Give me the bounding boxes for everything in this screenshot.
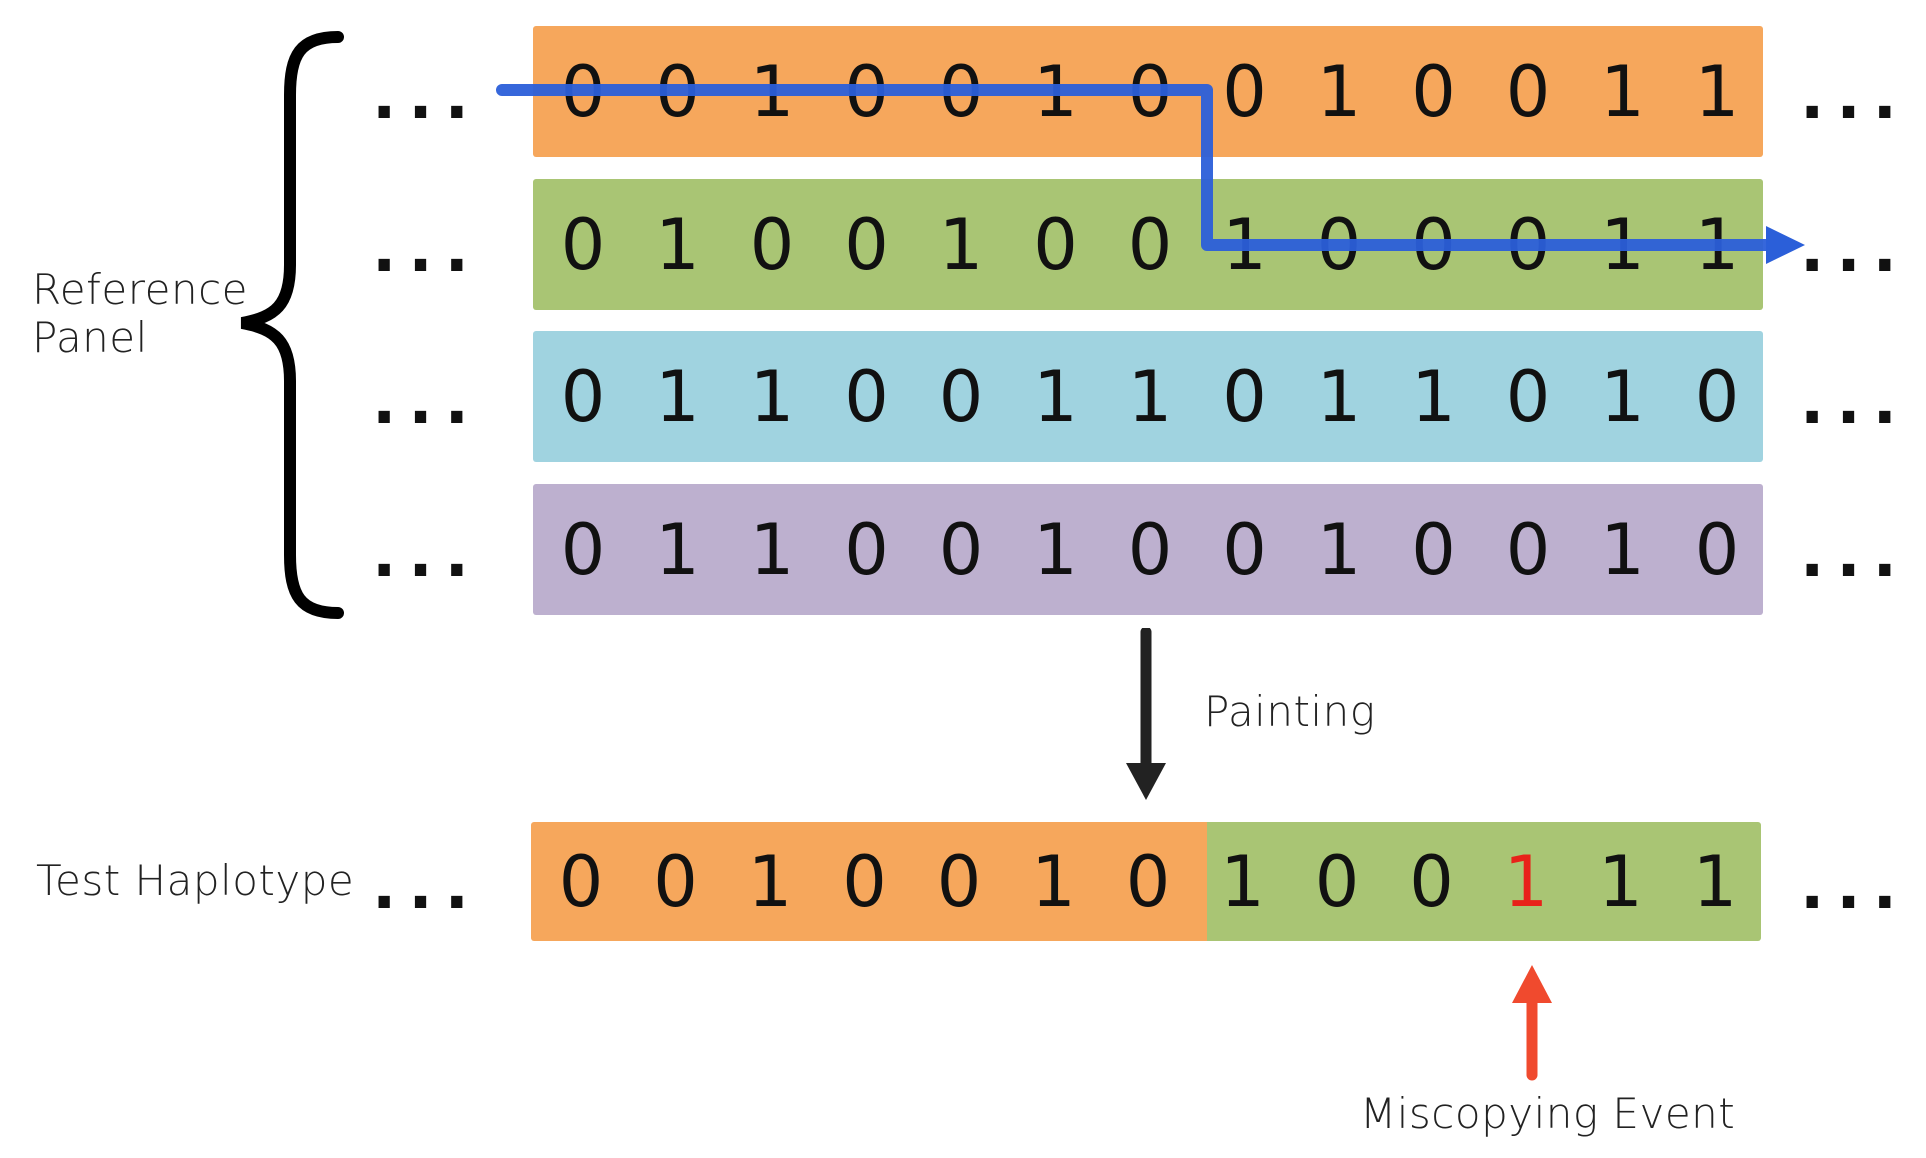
test-bit: 1 <box>747 840 793 923</box>
reference-row-3-bit: 0 <box>1694 355 1740 438</box>
reference-row-4-bit: 0 <box>1222 508 1267 591</box>
test-segment-green <box>1207 822 1761 941</box>
painting-arrow <box>1126 628 1166 800</box>
test-haplotype-bits: 0 0 1 0 0 1 0 1 0 0 1 1 1 <box>531 822 1761 941</box>
reference-row-4-bit: 0 <box>844 508 889 591</box>
reference-row-2-bit: 0 <box>560 203 606 286</box>
reference-row-2-bit: 0 <box>1033 203 1078 286</box>
test-haplotype-label: Test Haplotype <box>36 856 355 905</box>
reference-row-4-bit: 0 <box>560 508 606 591</box>
reference-panel-label-line2: Panel <box>32 313 148 363</box>
reference-row-3-bit: 0 <box>1505 355 1551 438</box>
reference-row-1-left-ellipsis: ... <box>372 60 481 134</box>
test-bit: 0 <box>1125 840 1171 923</box>
test-bit: 1 <box>1598 840 1643 923</box>
reference-row-1-bit: 0 <box>1222 50 1267 133</box>
painting-label: Painting <box>1204 687 1376 736</box>
reference-row-3-bit: 0 <box>938 355 984 438</box>
reference-row-2-bit: 0 <box>844 203 889 286</box>
test-bit: 0 <box>936 840 982 923</box>
copy-path-arrowhead <box>1766 226 1805 264</box>
reference-row-3-left-ellipsis: ... <box>372 365 481 439</box>
test-row-right-ellipsis: ... <box>1800 850 1909 924</box>
reference-row-4-bits: 0 1 1 0 0 1 0 0 1 0 0 1 0 <box>533 484 1763 615</box>
reference-row-3-bit: 1 <box>749 355 795 438</box>
reference-row-4-bit: 0 <box>1411 508 1456 591</box>
reference-row-1-bit: 0 <box>1411 50 1456 133</box>
reference-row-2-left-ellipsis: ... <box>372 213 481 287</box>
test-row-left-ellipsis: ... <box>372 850 481 924</box>
test-bit: 0 <box>653 840 698 923</box>
reference-row-3-bits: 0 1 1 0 0 1 1 0 1 1 0 1 0 <box>533 331 1763 462</box>
reference-row-3-bit: 0 <box>844 355 889 438</box>
reference-row-4-right-ellipsis: ... <box>1800 518 1909 592</box>
reference-row-3-bit: 1 <box>1033 355 1078 438</box>
reference-row-3-bit: 1 <box>1600 355 1645 438</box>
test-bit: 0 <box>842 840 887 923</box>
test-bit: 1 <box>1220 840 1265 923</box>
test-bit: 0 <box>1409 840 1454 923</box>
reference-row-4-bit: 1 <box>1600 508 1645 591</box>
reference-row-1-bit: 1 <box>1600 50 1645 133</box>
reference-panel-label-line1: Reference <box>32 265 248 314</box>
reference-row-4-bar <box>533 484 1763 615</box>
reference-row-1-right-ellipsis: ... <box>1800 60 1909 134</box>
reference-row-3-bit: 1 <box>1411 355 1456 438</box>
reference-row-4-bit: 0 <box>938 508 984 591</box>
test-bit: 0 <box>1314 840 1360 923</box>
reference-row-1-bit: 1 <box>1694 50 1740 133</box>
test-bit: 1 <box>1031 840 1076 923</box>
miscopying-event-label: Miscopying Event <box>1360 1089 1736 1138</box>
test-segment-orange <box>531 822 1207 941</box>
reference-row-3-bit: 0 <box>560 355 606 438</box>
reference-row-1-bit: 0 <box>1505 50 1551 133</box>
reference-row-3-bar <box>533 331 1763 462</box>
reference-row-4-bit: 1 <box>1033 508 1078 591</box>
reference-row-4-bit: 0 <box>1505 508 1551 591</box>
test-bit: 0 <box>558 840 604 923</box>
test-bit: 1 <box>1692 840 1738 923</box>
reference-row-4-bit: 0 <box>1127 508 1173 591</box>
miscopy-arrow <box>1512 965 1552 1081</box>
reference-row-4-bit: 1 <box>749 508 795 591</box>
reference-panel-label: Reference Panel <box>32 265 248 363</box>
reference-row-2-bit: 1 <box>938 203 984 286</box>
reference-row-3-bit: 1 <box>1316 355 1362 438</box>
reference-row-2-bit: 0 <box>1127 203 1173 286</box>
reference-row-3-bit: 1 <box>655 355 700 438</box>
reference-row-2-bit: 1 <box>655 203 700 286</box>
miscopied-bit: 1 <box>1503 840 1549 923</box>
reference-row-1-bit: 1 <box>1316 50 1362 133</box>
reference-row-2-right-ellipsis: ... <box>1800 213 1909 287</box>
reference-row-3-right-ellipsis: ... <box>1800 365 1909 439</box>
reference-row-4-left-ellipsis: ... <box>372 518 481 592</box>
copy-path-line <box>496 84 1776 251</box>
reference-row-4-bit: 0 <box>1694 508 1740 591</box>
reference-row-4-bit: 1 <box>655 508 700 591</box>
reference-row-4-bit: 1 <box>1316 508 1362 591</box>
reference-row-2-bit: 0 <box>749 203 795 286</box>
reference-row-3-bit: 0 <box>1222 355 1267 438</box>
reference-panel-brace <box>240 31 344 619</box>
reference-row-3-bit: 1 <box>1127 355 1173 438</box>
